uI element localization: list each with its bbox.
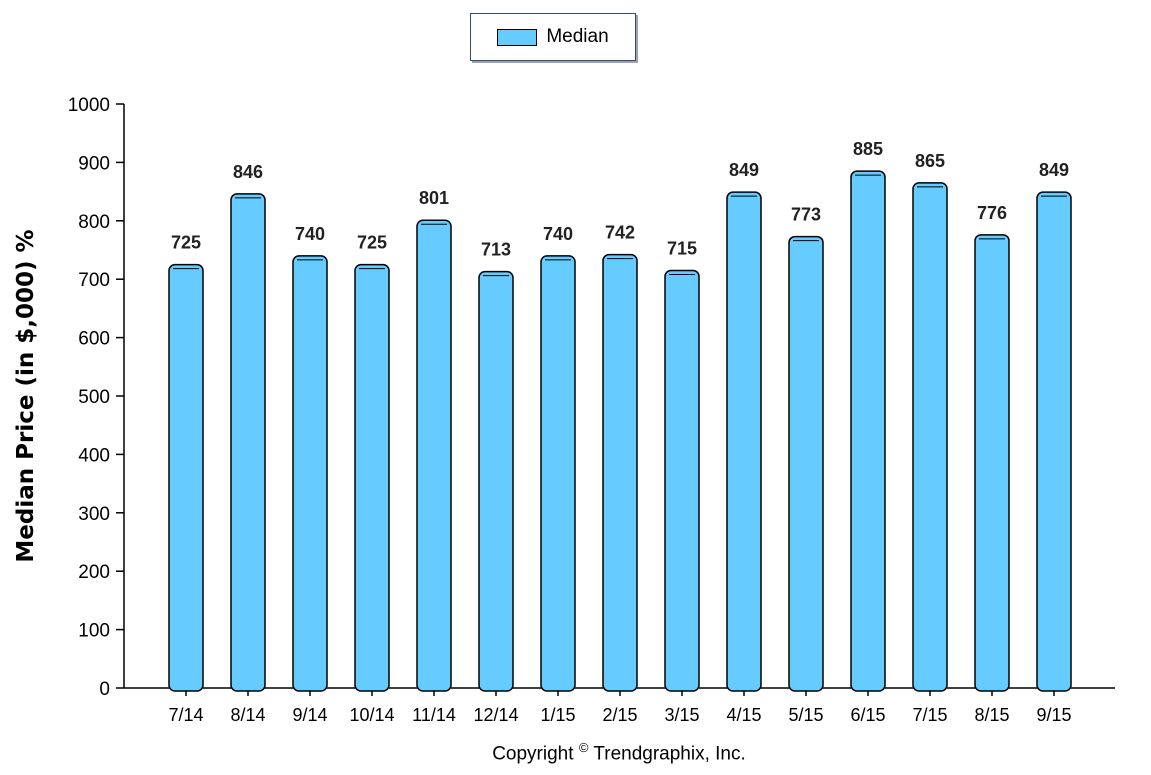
bar-value-label: 742	[605, 223, 635, 243]
bar-value-label: 713	[481, 240, 511, 260]
bar-10-14	[354, 263, 390, 692]
copyright-notice: Copyright © Trendgraphix, Inc.	[0, 740, 1151, 765]
x-tick-label: 12/14	[473, 705, 518, 725]
y-tick-label: 1000	[68, 95, 110, 116]
bar-7-14	[168, 263, 204, 692]
y-tick-label: 900	[78, 153, 110, 174]
y-tick-label: 600	[78, 329, 110, 350]
x-tick-label: 5/15	[788, 705, 823, 725]
bar-value-label: 846	[233, 162, 263, 182]
bar-value-label: 849	[729, 160, 759, 180]
y-tick-label: 100	[78, 621, 110, 642]
y-tick-label: 300	[78, 504, 110, 525]
copyright-symbol: ©	[578, 740, 589, 755]
bar-1-15	[540, 255, 576, 692]
bar-value-label: 740	[543, 224, 573, 244]
bar-value-label: 776	[977, 203, 1007, 223]
x-tick-label: 8/15	[974, 705, 1009, 725]
x-tick-label: 3/15	[664, 705, 699, 725]
bar-value-label: 865	[915, 151, 945, 171]
bar-5-15	[788, 235, 824, 692]
x-tick-label: 7/15	[912, 705, 947, 725]
bar-9-14	[292, 255, 328, 692]
x-tick-label: 6/15	[850, 705, 885, 725]
x-tick-label: 2/15	[602, 705, 637, 725]
bar-4-15	[726, 191, 762, 692]
bar-9-15	[1036, 191, 1072, 692]
legend-swatch-median	[497, 28, 538, 46]
bar-value-label: 715	[667, 238, 697, 258]
bar-11-14	[416, 219, 452, 692]
bar-value-label: 725	[171, 233, 201, 253]
y-axis-title: Median Price (in $,000) %	[13, 229, 39, 562]
y-tick-label: 500	[78, 387, 110, 408]
copyright-prefix: Copyright	[492, 743, 574, 765]
bar-value-label: 801	[419, 188, 449, 208]
y-tick-label: 400	[78, 445, 110, 466]
y-tick-label: 800	[78, 212, 110, 233]
legend-label-median: Median	[546, 26, 609, 47]
x-tick-label: 8/14	[230, 705, 265, 725]
bar-value-label: 885	[853, 139, 883, 159]
x-tick-label: 11/14	[412, 705, 456, 725]
copyright-owner: Trendgraphix, Inc.	[593, 743, 746, 765]
bar-12-14	[478, 270, 514, 692]
bar-value-label: 740	[295, 224, 325, 244]
bar-6-15	[850, 170, 886, 692]
chart-legend: Median	[470, 13, 636, 61]
x-tick-label: 9/15	[1036, 705, 1071, 725]
bar-7-15	[912, 182, 948, 692]
x-tick-label: 9/14	[292, 705, 327, 725]
bar-value-label: 849	[1039, 160, 1069, 180]
y-tick-label: 0	[99, 679, 110, 700]
x-tick-label: 7/14	[168, 705, 203, 725]
bar-value-label: 725	[357, 233, 387, 253]
bar-2-15	[602, 253, 638, 692]
y-tick-label: 200	[78, 562, 110, 583]
y-tick-label: 700	[78, 270, 110, 291]
bar-value-label: 773	[791, 205, 821, 225]
x-tick-label: 10/14	[349, 705, 394, 725]
bar-8-15	[974, 234, 1010, 692]
x-tick-label: 4/15	[726, 705, 761, 725]
bar-3-15	[664, 269, 700, 692]
x-tick-label: 1/15	[540, 705, 575, 725]
bar-8-14	[230, 193, 266, 692]
